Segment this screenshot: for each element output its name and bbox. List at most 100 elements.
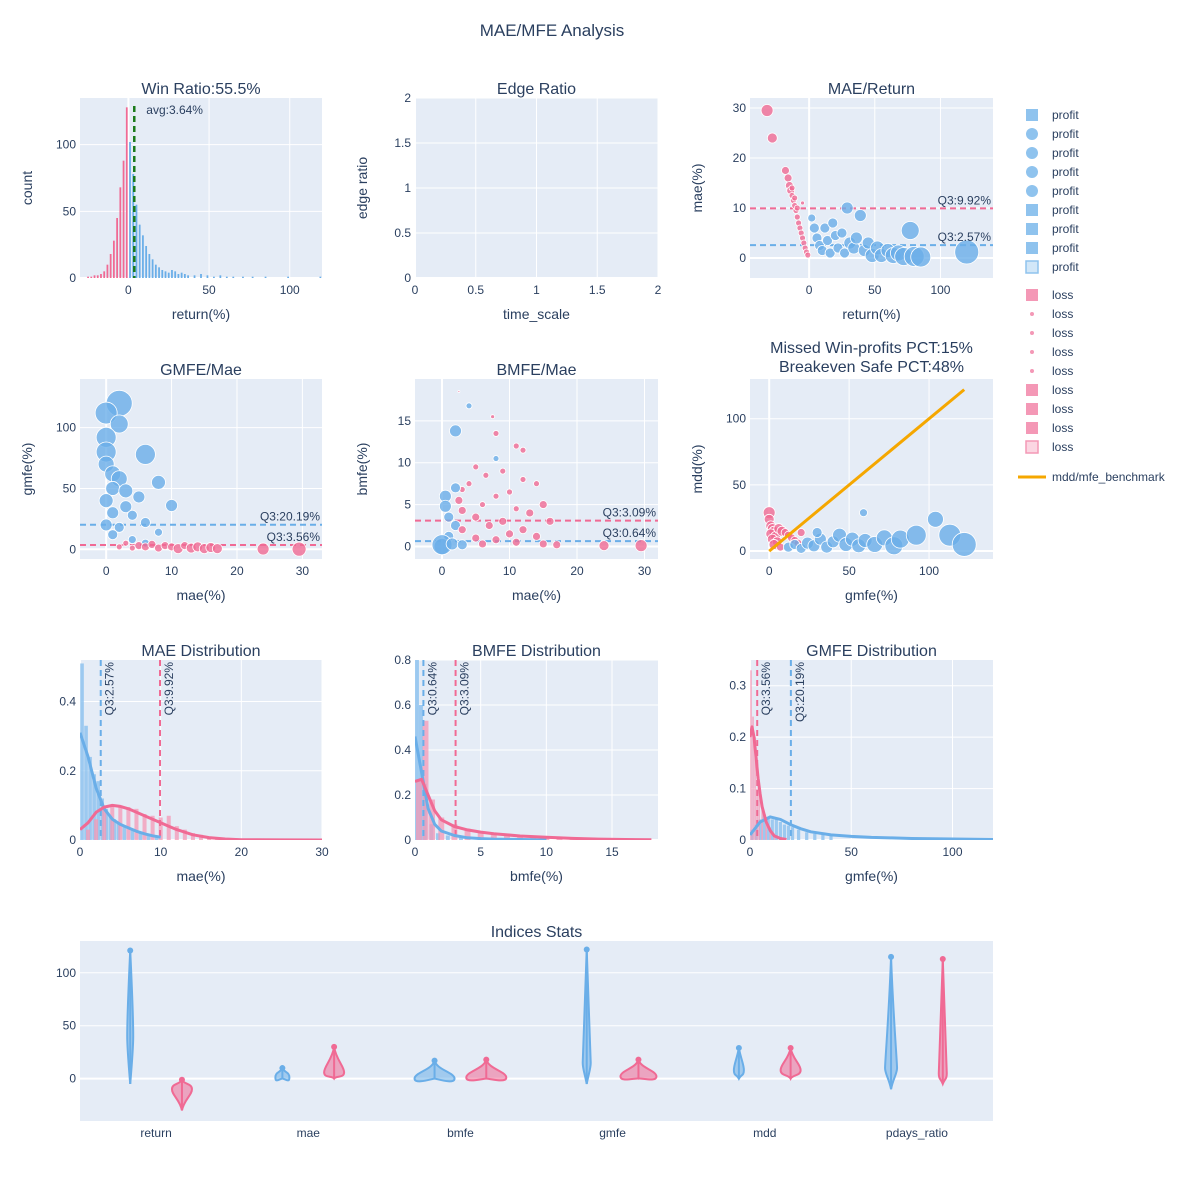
legend[interactable]: profit profit profit profit profit profit prof… <box>1018 108 1166 484</box>
y-tick-label: 0.4 <box>59 695 76 709</box>
x-tick-label: 30 <box>315 845 329 859</box>
subplot-title: BMFE Distribution <box>472 643 601 660</box>
legend-marker-profit <box>1026 128 1038 140</box>
violin-outlier <box>127 947 134 954</box>
y-tick-label: 0 <box>404 539 411 553</box>
x-tick-label: 20 <box>230 564 244 578</box>
dist-bar-profit <box>459 837 463 840</box>
scatter-point-profit <box>836 227 848 239</box>
y-tick-label: 0.1 <box>729 782 746 796</box>
legend-marker-loss <box>1030 350 1034 354</box>
dist-bar-loss <box>102 808 107 840</box>
scatter-point-profit <box>927 510 944 528</box>
legend-marker-profit <box>1026 109 1038 121</box>
y-tick-label: 0 <box>69 1072 76 1086</box>
kde-line-profit <box>750 815 993 840</box>
subplot-edge_ratio: 0 0.5 1 1.5 2 0 0.5 1 1.5 2 Edge Ratio time_scale ed… <box>354 81 662 322</box>
scatter-point-loss <box>492 430 500 437</box>
legend-marker-loss <box>1026 384 1038 396</box>
benchmark-line <box>768 388 966 553</box>
dist-bar-profit <box>88 756 92 840</box>
violin-outlier <box>735 1044 742 1051</box>
scatter-point-profit <box>126 509 138 521</box>
subplot-subtitle: Breakeven Safe PCT:48% <box>779 359 964 376</box>
kde-line-profit <box>415 736 547 840</box>
x-tick-label: 5 <box>477 845 484 859</box>
legend-label: loss <box>1052 440 1073 454</box>
subplot-gmfe_dist: 0 50 100 0 0.1 0.2 0.3 GMFE Distribution gmfe(%)… <box>729 643 993 884</box>
x-tick-label: 0 <box>806 283 813 297</box>
histogram-bar-profit <box>151 259 154 278</box>
histogram-bar-profit <box>183 274 186 278</box>
dist-bar-profit <box>762 814 766 840</box>
dist-bar-loss <box>422 720 429 840</box>
scatter-point-loss <box>634 539 648 553</box>
x-tick-label: 0 <box>747 845 754 859</box>
q3-vline-label: Q3:3.56% <box>759 662 773 716</box>
x-tick-label: 30 <box>296 564 310 578</box>
scatter-point-loss <box>783 173 793 183</box>
dist-bar-loss <box>158 817 163 840</box>
q3-vline-label: Q3:3.09% <box>458 662 472 716</box>
dist-bar-loss <box>477 831 484 840</box>
dist-bar-profit <box>778 822 782 840</box>
x-axis-label: time_scale <box>503 306 570 322</box>
histogram-bar-profit <box>158 267 160 278</box>
legend-label: loss <box>1052 364 1073 378</box>
subplot-title: BMFE/Mae <box>496 362 576 379</box>
scatter-point-profit <box>910 246 932 268</box>
q3-hline-label: Q3:9.92% <box>938 193 992 207</box>
subplot-title: Edge Ratio <box>497 81 576 98</box>
violin-outlier <box>787 1044 794 1051</box>
scatter-point-loss <box>781 166 790 175</box>
legend-item-profit: profit <box>1052 260 1079 274</box>
dist-bar-profit <box>829 835 833 840</box>
legend-item-loss: loss <box>1052 307 1073 321</box>
x-tick-label: 0 <box>77 845 84 859</box>
scatter-point-profit <box>165 499 178 512</box>
scatter-point-loss <box>538 539 548 549</box>
legend-marker-profit <box>1026 147 1038 159</box>
scatter-point-profit <box>113 521 125 533</box>
subplot-gmfe_mae: 0 10 20 30 0 50 100 GMFE/Mae mae(%) gmfe(%) Q3:20.… <box>19 362 322 603</box>
scatter-point-profit <box>450 482 461 494</box>
x-axis-label: mae(%) <box>176 868 225 884</box>
scatter-point-loss <box>256 542 270 556</box>
x-tick-label: 0 <box>103 564 110 578</box>
q3-hline-label: Q3:20.19% <box>260 510 320 524</box>
y-tick-label: 0.2 <box>59 764 76 778</box>
plot-area <box>80 941 993 1121</box>
subplot-bmfe_mae: 0 10 20 30 0 5 10 15 BMFE/Mae mae(%) bmfe(%) Q3:3.0… <box>354 362 658 603</box>
scatter-point-loss <box>545 516 555 526</box>
x-tick-label: 10 <box>503 564 517 578</box>
y-tick-label: 15 <box>398 414 412 428</box>
scatter-point-loss <box>491 535 501 545</box>
scatter-point-profit <box>824 247 836 259</box>
dist-bar-profit <box>138 833 143 840</box>
scatter-point-loss <box>532 531 541 541</box>
legend-marker-loss <box>1030 312 1034 316</box>
q3-hline-label: Q3:0.64% <box>603 526 657 540</box>
x-tick-label: 0 <box>439 564 446 578</box>
scatter-point-loss <box>479 501 486 508</box>
scatter-point-profit <box>859 508 868 518</box>
legend-label: profit <box>1052 165 1079 179</box>
y-axis-label: gmfe(%) <box>19 443 35 496</box>
histogram-bar-loss <box>116 218 118 278</box>
scatter-point-profit <box>954 239 980 265</box>
subplot-title: MAE Distribution <box>141 643 260 660</box>
histogram-bar-profit <box>177 274 180 278</box>
legend-label: mdd/mfe_benchmark <box>1052 470 1166 484</box>
legend-item-profit: profit <box>1052 203 1079 217</box>
x-axis-label: gmfe(%) <box>845 868 898 884</box>
x-tick-label: 2 <box>655 283 662 297</box>
histogram-bar-loss <box>122 160 125 278</box>
histogram-bar-loss <box>87 276 89 278</box>
dist-bar-profit <box>821 834 825 840</box>
legend-label: loss <box>1052 402 1073 416</box>
scatter-point-profit <box>450 520 461 531</box>
histogram-bar-loss <box>103 271 106 278</box>
scatter-point-loss <box>800 200 805 206</box>
scatter-point-loss <box>472 463 480 471</box>
x-tick-label: 20 <box>235 845 249 859</box>
